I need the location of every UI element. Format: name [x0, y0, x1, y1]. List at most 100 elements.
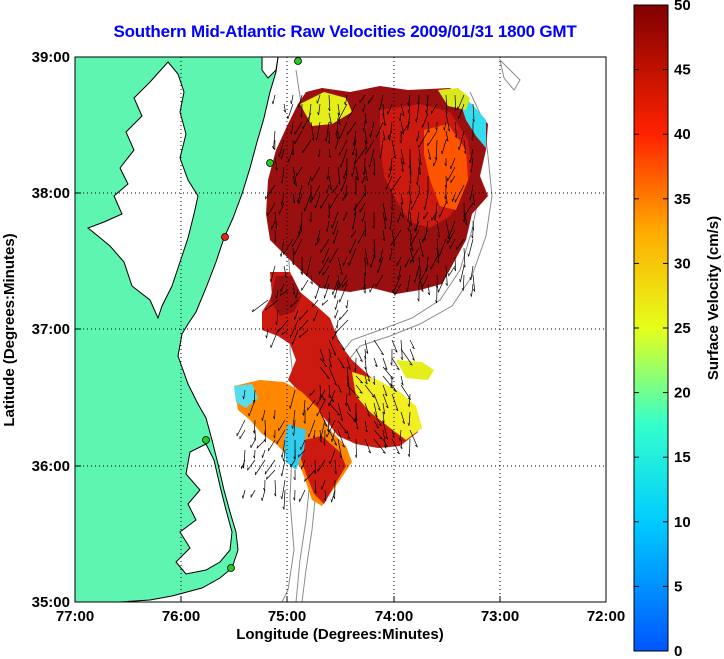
colorbar-tick-label: 5	[674, 578, 682, 595]
velocity-arrow	[391, 429, 395, 439]
velocity-arrow	[346, 411, 357, 423]
velocity-arrow	[236, 419, 246, 437]
velocity-arrow-head	[256, 445, 259, 449]
velocity-arrow-head	[252, 430, 255, 434]
velocity-arrow	[267, 202, 276, 216]
colorbar-tick-label: 50	[674, 0, 691, 14]
colorbar-tick-label: 25	[674, 320, 691, 337]
velocity-arrow	[373, 375, 376, 385]
colorbar-tick-label: 45	[674, 62, 691, 79]
velocity-arrow	[400, 193, 404, 205]
velocity-arrow-head	[334, 471, 337, 475]
velocity-arrow-head	[332, 240, 335, 244]
velocity-arrow-head	[379, 437, 383, 440]
velocity-arrow	[334, 309, 339, 319]
velocity-arrow-head	[447, 128, 450, 132]
velocity-arrow	[326, 184, 330, 194]
velocity-arrow	[337, 438, 343, 459]
velocity-arrow	[317, 229, 321, 241]
velocity-arrow	[373, 157, 376, 176]
velocity-arrow	[337, 274, 340, 286]
velocity-arrow	[463, 139, 467, 154]
velocity-arrow	[382, 112, 386, 126]
velocity-arrow	[418, 148, 422, 166]
velocity-arrow-head	[342, 175, 345, 179]
velocity-arrow-head	[415, 182, 418, 186]
velocity-arrow-head	[333, 353, 337, 356]
velocity-arrow-head	[292, 200, 296, 204]
velocity-arrow	[380, 139, 384, 159]
velocity-arrow-head	[264, 471, 266, 475]
velocity-arrow-head	[298, 317, 301, 321]
velocity-arrow	[431, 103, 438, 114]
velocity-arrow-head	[368, 164, 370, 168]
velocity-arrow-head	[273, 435, 276, 439]
velocity-arrow	[276, 309, 279, 325]
velocity-arrow	[276, 289, 279, 299]
velocity-arrow-head	[389, 386, 393, 389]
velocity-patch-east-spike	[396, 360, 434, 380]
velocity-arrow-head	[379, 155, 381, 159]
velocity-arrow-head	[323, 295, 325, 299]
velocity-arrow	[391, 357, 400, 370]
velocity-arrow-head	[443, 127, 445, 131]
velocity-arrow-head	[433, 217, 436, 221]
velocity-arrow-head	[281, 332, 284, 336]
velocity-arrow	[375, 274, 384, 287]
velocity-arrow	[409, 157, 412, 176]
velocity-arrow-head	[342, 445, 345, 448]
velocity-arrow	[355, 411, 358, 421]
velocity-arrow	[409, 247, 420, 264]
pamlico-sound	[175, 443, 233, 575]
velocity-arrow-head	[294, 183, 297, 187]
velocity-arrow	[387, 103, 393, 115]
velocity-arrow	[273, 130, 276, 149]
velocity-arrow	[353, 130, 357, 146]
velocity-arrow-head	[412, 358, 415, 361]
velocity-arrow	[394, 283, 402, 296]
velocity-arrow-head	[330, 438, 333, 442]
velocity-arrow-head	[468, 160, 471, 164]
velocity-arrow	[294, 130, 303, 145]
velocity-arrow	[427, 148, 432, 160]
velocity-arrow-head	[275, 295, 277, 299]
velocity-arrow-head	[472, 202, 476, 206]
velocity-arrow	[468, 238, 474, 257]
velocity-arrow	[397, 211, 402, 223]
velocity-arrow	[274, 229, 277, 243]
velocity-arrow	[382, 366, 394, 380]
velocity-arrow-head	[423, 206, 426, 210]
velocity-arrow-head	[289, 405, 291, 409]
velocity-arrow-head	[326, 428, 329, 432]
velocity-arrow-head	[328, 108, 331, 112]
velocity-arrow-head	[324, 138, 327, 142]
chesapeake-bay	[87, 61, 199, 320]
velocity-arrow	[346, 299, 349, 309]
velocity-arrow	[357, 229, 366, 244]
velocity-arrow	[335, 139, 339, 150]
velocity-arrow-head	[409, 200, 412, 204]
colorbar-ticks	[634, 69, 668, 587]
velocity-arrow	[307, 399, 316, 411]
velocity-arrow	[418, 274, 424, 292]
velocity-arrow-head	[384, 217, 387, 221]
station-marker	[227, 564, 235, 572]
velocity-arrow	[241, 459, 246, 469]
velocity-arrow-head	[372, 381, 375, 385]
velocity-arrow-head	[470, 293, 472, 297]
velocity-arrow-head	[362, 127, 365, 131]
velocity-arrow-head	[388, 137, 391, 141]
velocity-arrow	[324, 489, 327, 502]
velocity-patch-middle-hot	[270, 276, 302, 316]
velocity-arrow-head	[454, 135, 457, 138]
velocity-arrow	[315, 193, 321, 209]
velocity-arrow	[309, 389, 316, 397]
velocity-arrow	[408, 103, 411, 114]
velocity-arrow	[289, 389, 296, 409]
velocity-arrow-head	[409, 363, 413, 366]
velocity-arrow	[265, 299, 279, 311]
velocity-arrow	[294, 309, 299, 320]
velocity-arrow-head	[265, 335, 267, 339]
velocity-arrow	[306, 256, 312, 277]
velocity-arrow-head	[287, 159, 290, 163]
